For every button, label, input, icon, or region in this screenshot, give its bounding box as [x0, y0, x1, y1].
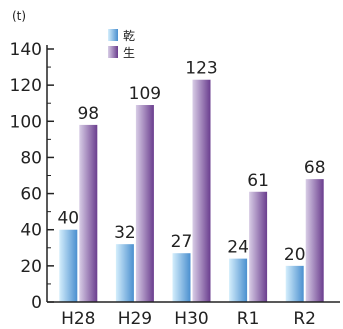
x-tick-label-0: H28 [61, 309, 95, 329]
y-tick-label-3: 60 [20, 185, 42, 205]
bar-H28-1 [79, 124, 98, 303]
data-label-H30-0: 27 [171, 232, 193, 252]
unit-label: (t) [12, 9, 26, 23]
data-label-R2-0: 20 [284, 245, 306, 265]
data-label-H28-1: 98 [77, 104, 99, 124]
x-tick-label-2: H30 [174, 309, 208, 329]
data-label-H29-0: 32 [114, 223, 136, 243]
legend-swatch-0 [108, 29, 118, 41]
bar-R1-1 [249, 191, 268, 302]
y-tick-label-4: 80 [20, 148, 42, 168]
y-tick-label-6: 120 [10, 76, 42, 96]
bars: 40 98 32 109 27 123 24 61 20 68 [57, 59, 326, 303]
data-label-R1-1: 61 [247, 171, 269, 191]
bar-H29-1 [135, 105, 154, 303]
x-tick-label-3: R1 [237, 309, 260, 329]
bar-R2-1 [305, 179, 324, 302]
y-tick-label-7: 140 [10, 40, 42, 60]
y-tick-label-1: 20 [20, 257, 42, 277]
data-label-H30-1: 123 [185, 59, 217, 79]
y-tick-label-5: 100 [10, 112, 42, 132]
y-tick-label-2: 40 [20, 221, 42, 241]
legend-label-0: 乾 [123, 29, 135, 43]
bar-R1-0 [229, 258, 248, 302]
bar-H30-0 [172, 253, 191, 302]
data-label-R1-0: 24 [227, 238, 249, 258]
legend-label-1: 生 [123, 46, 135, 60]
bar-H28-0 [59, 229, 78, 302]
bar-H29-0 [115, 244, 134, 302]
data-label-H29-1: 109 [129, 84, 161, 104]
x-tick-label-1: H29 [118, 309, 152, 329]
bar-R2-0 [285, 265, 304, 302]
x-axis: H28 H29 H30 R1 R2 [47, 301, 340, 329]
data-label-R2-1: 68 [304, 158, 326, 178]
bar-H30-1 [192, 79, 211, 302]
legend-swatch-1 [108, 46, 118, 58]
y-axis: 0 20 40 60 80 100 120 140 [10, 40, 54, 313]
x-tick-label-4: R2 [293, 309, 316, 329]
y-tick-label-0: 0 [31, 293, 42, 313]
data-label-H28-0: 40 [57, 209, 79, 229]
legend: 乾 生 [108, 29, 135, 60]
